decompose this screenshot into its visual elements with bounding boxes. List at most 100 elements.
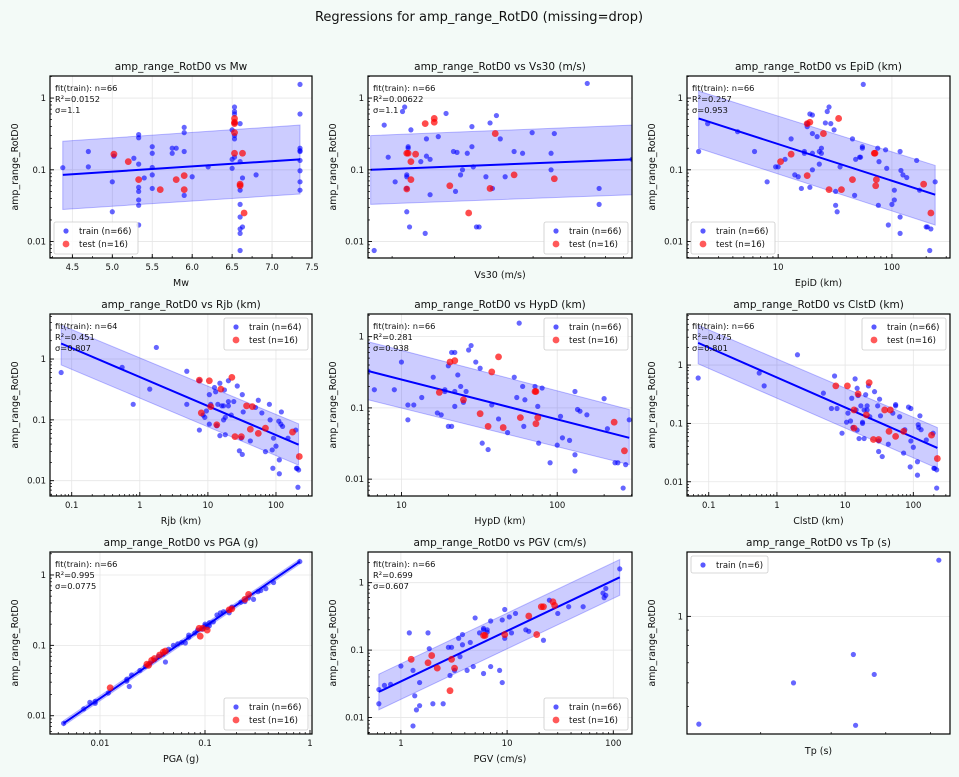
train-point bbox=[696, 721, 702, 727]
train-point bbox=[147, 386, 153, 392]
test-point bbox=[203, 626, 211, 634]
test-point bbox=[451, 664, 458, 672]
train-point bbox=[615, 460, 621, 466]
test-point bbox=[491, 130, 499, 137]
axes-frame bbox=[367, 75, 633, 259]
x-tick-label: 0.1 bbox=[65, 501, 79, 511]
train-point bbox=[516, 320, 522, 326]
test-point bbox=[495, 353, 502, 361]
train-point bbox=[203, 408, 209, 414]
train-point bbox=[756, 370, 762, 376]
x-tick-label: 1 bbox=[774, 501, 779, 511]
train-point bbox=[225, 398, 231, 405]
train-point bbox=[876, 159, 882, 165]
train-point bbox=[845, 410, 851, 416]
train-point bbox=[124, 678, 130, 684]
train-point bbox=[897, 230, 903, 236]
figure-title: Regressions for amp_range_RotD0 (missing… bbox=[315, 10, 643, 25]
train-point bbox=[175, 641, 181, 647]
test-point bbox=[243, 402, 250, 410]
train-point bbox=[408, 127, 414, 133]
train-point bbox=[907, 464, 913, 470]
train-point bbox=[141, 175, 147, 181]
x-tick-label: 100 bbox=[268, 501, 284, 511]
train-point bbox=[871, 389, 878, 395]
train-point bbox=[405, 417, 411, 423]
x-axis-label: HypD (km) bbox=[474, 516, 525, 527]
test-point bbox=[460, 396, 467, 404]
fit-annotation: fit(train): n=66 bbox=[55, 559, 117, 569]
subplot-8: 1 10 100 0.01 0.1 1 amp_range_RotD0 vs PGV (cm… bbox=[328, 537, 633, 765]
train-point bbox=[849, 395, 855, 401]
test-point bbox=[421, 120, 429, 128]
subplot-title: amp_range_RotD0 vs PGA (g) bbox=[104, 537, 259, 549]
test-point bbox=[240, 209, 248, 217]
axes-frame bbox=[686, 313, 951, 497]
train-point bbox=[932, 179, 938, 185]
train-point bbox=[626, 417, 632, 423]
train-point bbox=[237, 121, 243, 127]
train-point bbox=[850, 651, 856, 658]
x-tick-label: 6.5 bbox=[225, 263, 239, 273]
train-point bbox=[914, 472, 921, 478]
train-point bbox=[189, 174, 195, 180]
train-point bbox=[764, 179, 770, 185]
train-point bbox=[126, 683, 132, 690]
fit-annotation: σ=1.1 bbox=[55, 105, 80, 115]
train-point bbox=[184, 401, 190, 407]
train-point bbox=[839, 430, 845, 436]
train-point bbox=[404, 209, 410, 215]
test-point bbox=[430, 118, 438, 126]
train-point bbox=[504, 430, 511, 436]
fit-annotation: R²=0.699 bbox=[373, 570, 413, 580]
legend-label: test (n=16) bbox=[79, 240, 128, 250]
train-point bbox=[410, 723, 416, 729]
train-point bbox=[876, 396, 883, 402]
train-point bbox=[470, 663, 476, 670]
train-point bbox=[162, 659, 169, 665]
legend-train-marker bbox=[553, 324, 559, 330]
test-point bbox=[248, 403, 256, 411]
x-tick-label: 100 bbox=[549, 501, 565, 511]
test-point bbox=[885, 427, 893, 435]
fit-annotation: σ=0.938 bbox=[373, 343, 409, 353]
fit-annotation: R²=0.451 bbox=[55, 332, 95, 342]
train-point bbox=[447, 672, 453, 679]
train-point bbox=[443, 110, 449, 117]
train-point bbox=[181, 192, 187, 198]
train-point bbox=[900, 450, 907, 456]
x-tick-label: 0.1 bbox=[702, 501, 716, 511]
test-point bbox=[448, 655, 455, 663]
train-point bbox=[279, 423, 286, 430]
y-tick-label: 0.1 bbox=[350, 646, 364, 656]
train-point bbox=[371, 387, 377, 393]
train-point bbox=[269, 447, 275, 453]
legend-test-marker bbox=[552, 336, 560, 344]
train-point bbox=[809, 150, 816, 156]
train-point bbox=[417, 703, 423, 709]
train-point bbox=[412, 693, 418, 699]
y-tick-label: 0.01 bbox=[664, 478, 683, 488]
train-point bbox=[511, 374, 517, 380]
test-point bbox=[886, 406, 894, 414]
train-point bbox=[900, 172, 906, 178]
train-point bbox=[85, 164, 91, 170]
train-point bbox=[220, 403, 227, 409]
test-point bbox=[870, 436, 877, 443]
train-point bbox=[376, 701, 382, 707]
y-tick-label: 1 bbox=[41, 94, 46, 104]
plot-area bbox=[687, 552, 950, 734]
train-point bbox=[405, 402, 411, 408]
legend-train-marker bbox=[700, 562, 706, 568]
train-point bbox=[236, 448, 242, 454]
fit-line bbox=[62, 158, 301, 176]
train-point bbox=[438, 412, 444, 418]
prediction-band bbox=[698, 90, 936, 226]
fit-annotation: σ=0.953 bbox=[692, 105, 728, 115]
test-point bbox=[236, 182, 244, 190]
test-point bbox=[787, 150, 795, 158]
train-point bbox=[136, 184, 142, 190]
fit-annotation: R²=0.475 bbox=[692, 332, 732, 342]
train-point bbox=[247, 438, 253, 444]
train-point bbox=[388, 681, 394, 688]
